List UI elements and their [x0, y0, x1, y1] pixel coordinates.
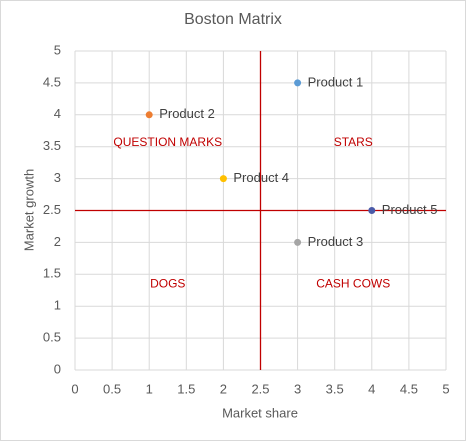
x-tick-label: 0.5	[103, 381, 121, 396]
point	[145, 111, 153, 119]
y-tick-label: 3	[54, 170, 61, 185]
point	[219, 175, 227, 183]
point-label: Product 1	[308, 74, 364, 89]
point	[294, 79, 302, 87]
x-tick-label: 1.5	[177, 381, 195, 396]
x-tick-label: 4	[368, 381, 375, 396]
y-tick-label: 1.5	[43, 266, 61, 281]
x-tick-label: 3	[294, 381, 301, 396]
x-tick-label: 2	[220, 381, 227, 396]
y-axis-label: Market growth	[21, 169, 36, 251]
chart-title: Boston Matrix	[184, 11, 282, 28]
point	[368, 207, 376, 214]
y-tick-label: 0.5	[43, 330, 61, 345]
y-tick-label: 1	[54, 298, 61, 313]
y-tick-label: 3.5	[43, 138, 61, 153]
point-label: Product 2	[159, 106, 215, 121]
point-label: Product 3	[308, 234, 364, 249]
y-tick-label: 2.5	[43, 202, 61, 217]
point-label: Product 4	[233, 170, 289, 185]
x-tick-label: 2.5	[251, 381, 269, 396]
quadrant-label: CASH COWS	[316, 276, 390, 290]
y-tick-label: 4	[54, 106, 61, 121]
x-tick-label: 4.5	[400, 381, 418, 396]
quadrant-label: STARS	[334, 135, 373, 149]
quadrant-label: QUESTION MARKS	[113, 135, 222, 149]
x-tick-label: 3.5	[326, 381, 344, 396]
quadrant-label: DOGS	[150, 276, 185, 290]
x-tick-label: 0	[71, 381, 78, 396]
x-axis-label: Market share	[222, 405, 298, 420]
y-tick-label: 4.5	[43, 74, 61, 89]
y-tick-label: 5	[54, 42, 61, 57]
x-tick-label: 1	[146, 381, 153, 396]
point	[294, 238, 302, 246]
point-label: Product 5	[382, 202, 438, 217]
x-tick-label: 5	[442, 381, 449, 396]
y-tick-label: 0	[54, 361, 61, 376]
y-tick-label: 2	[54, 234, 61, 249]
